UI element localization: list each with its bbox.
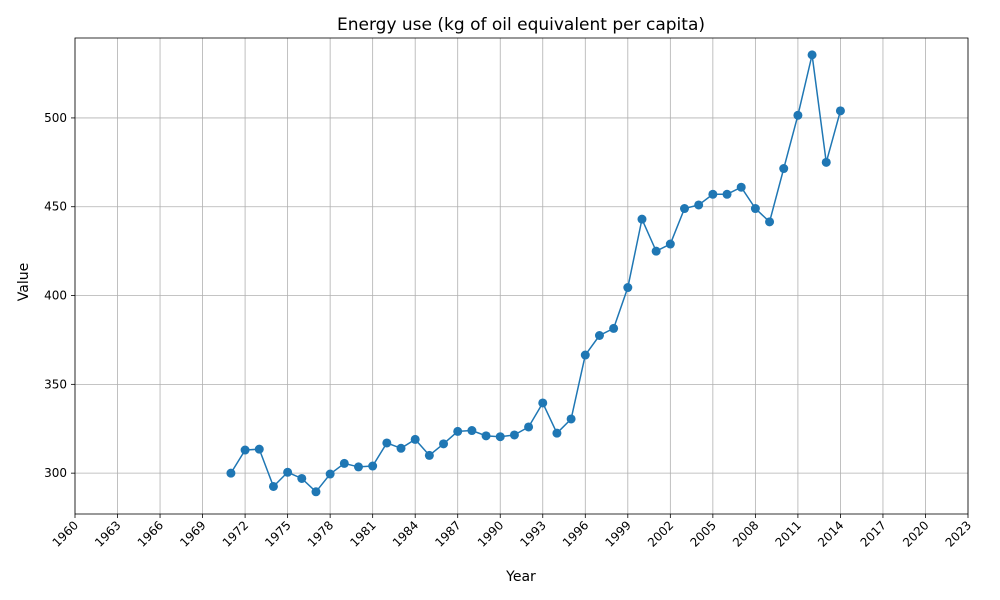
- x-tick-label: 1984: [390, 518, 421, 549]
- data-point: [509, 430, 519, 440]
- data-point: [807, 50, 817, 60]
- x-tick-label: 1978: [305, 518, 336, 549]
- data-point: [439, 439, 449, 449]
- data-point: [538, 398, 548, 408]
- x-tick-label: 1972: [220, 518, 251, 549]
- x-tick-label: 2005: [687, 518, 718, 549]
- data-point: [268, 481, 278, 491]
- x-tick-label: 1990: [475, 518, 506, 549]
- data-point: [311, 487, 321, 497]
- x-tick-label: 2017: [858, 518, 889, 549]
- data-point: [240, 445, 250, 455]
- grid-lines: [74, 38, 969, 514]
- data-point: [410, 434, 420, 444]
- data-point: [552, 428, 562, 438]
- x-tick-label: 1996: [560, 518, 591, 549]
- y-tick-label: 500: [44, 111, 67, 125]
- data-point: [835, 106, 845, 116]
- x-tick-label: 1981: [347, 518, 378, 549]
- x-tick-label: 1969: [177, 518, 208, 549]
- series-layer: [226, 50, 845, 497]
- x-tick-label: 2002: [645, 518, 676, 549]
- x-axis-title: Year: [505, 569, 536, 585]
- data-point: [453, 426, 463, 436]
- plot-frame: [74, 37, 969, 515]
- data-point: [694, 200, 704, 210]
- data-point: [424, 450, 434, 460]
- x-tick-label: 2020: [900, 518, 931, 549]
- data-point: [637, 214, 647, 224]
- data-point: [793, 110, 803, 120]
- data-point: [580, 350, 590, 360]
- data-point: [396, 443, 406, 453]
- data-point: [566, 414, 576, 424]
- data-point: [467, 426, 477, 436]
- series-line: [230, 54, 842, 493]
- chart-title: Energy use (kg of oil equivalent per cap…: [337, 15, 705, 35]
- data-point: [254, 444, 264, 454]
- data-point: [283, 467, 293, 477]
- y-axis: 300 350 400 450 500: [44, 111, 75, 480]
- y-tick-label: 450: [44, 200, 67, 214]
- data-point: [325, 469, 335, 479]
- x-tick-label: 1966: [135, 518, 166, 549]
- data-point: [651, 246, 661, 256]
- data-point: [339, 458, 349, 468]
- data-point: [226, 468, 236, 478]
- y-tick-label: 300: [44, 466, 67, 480]
- data-point: [594, 331, 604, 340]
- data-point: [750, 204, 760, 214]
- x-tick-label: 2008: [730, 518, 761, 549]
- x-tick-label: 1993: [517, 518, 548, 549]
- x-tick-label: 1987: [432, 518, 463, 549]
- x-tick-label: 1999: [602, 518, 633, 549]
- x-tick-label: 2014: [815, 518, 846, 549]
- data-point: [680, 204, 690, 214]
- data-point: [353, 462, 363, 472]
- y-tick-label: 350: [44, 377, 67, 391]
- data-point: [779, 164, 789, 174]
- data-point: [708, 189, 718, 199]
- x-tick-label: 1963: [92, 518, 123, 549]
- data-point: [524, 422, 534, 432]
- data-point: [368, 461, 378, 471]
- y-axis-title: Value: [16, 263, 32, 301]
- x-tick-label: 2023: [943, 518, 974, 549]
- data-point: [609, 323, 619, 333]
- data-point: [382, 438, 392, 448]
- data-point: [736, 182, 746, 192]
- x-tick-label: 1960: [50, 518, 81, 549]
- data-point: [821, 157, 831, 167]
- y-tick-label: 400: [44, 289, 67, 303]
- data-point: [297, 473, 307, 483]
- x-tick-label: 2011: [773, 518, 804, 549]
- data-point: [765, 217, 775, 227]
- data-point: [495, 432, 505, 442]
- data-point: [665, 239, 675, 249]
- data-point: [481, 431, 491, 441]
- data-point: [623, 283, 633, 293]
- x-tick-label: 1975: [262, 518, 293, 549]
- data-point: [722, 189, 732, 199]
- x-axis: 1960 1963 1966 1969 1972 1975 1978 1981 1984 1987…: [50, 514, 974, 550]
